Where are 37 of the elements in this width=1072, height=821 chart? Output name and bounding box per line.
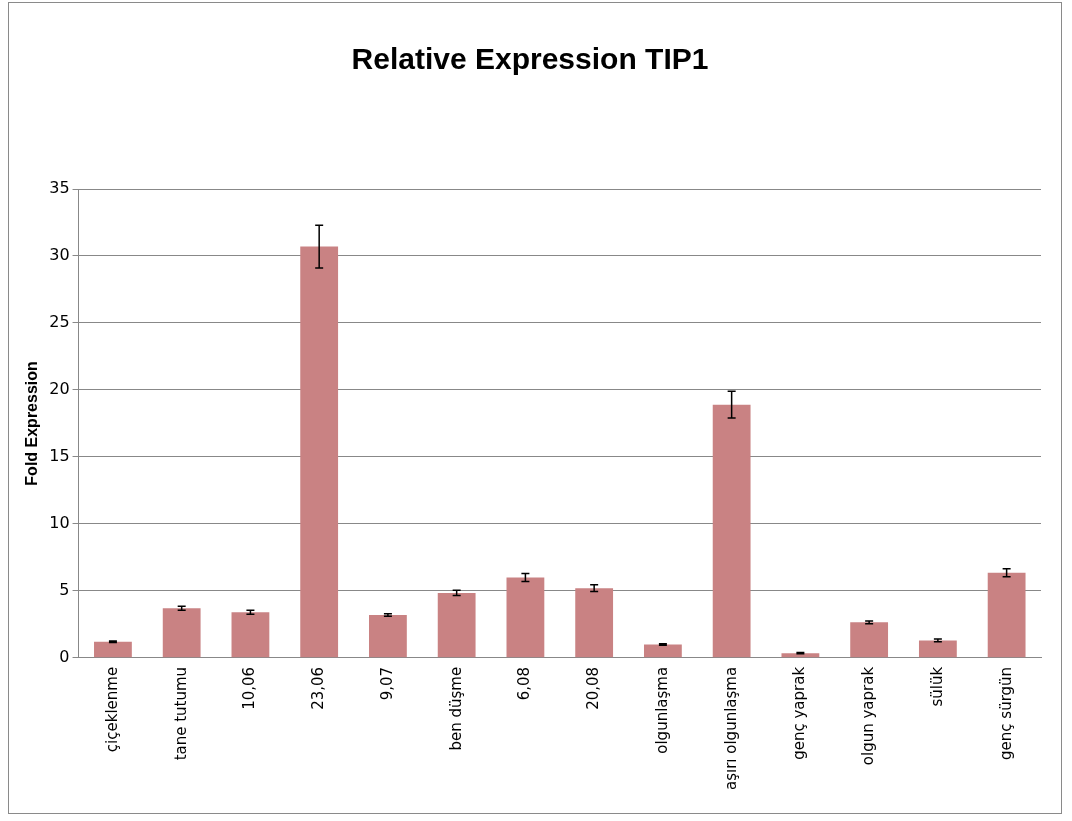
x-tick-label: 9,07 (377, 666, 396, 701)
bar (300, 246, 339, 658)
x-tick-label: genç yaprak (790, 666, 809, 760)
bar (231, 612, 270, 658)
bar (575, 588, 614, 658)
bar (162, 608, 201, 658)
y-axis-title: Fold Expression (23, 361, 41, 486)
y-tick-label: 20 (49, 379, 70, 399)
y-tick-label: 0 (59, 647, 70, 667)
x-tick-label: genç sürgün (996, 666, 1015, 760)
x-tick-label: ben düşme (446, 666, 465, 751)
x-tick-label: çiçeklenme (102, 666, 121, 753)
y-tick-label: 30 (49, 245, 70, 265)
x-tick-label: 10,06 (240, 666, 259, 710)
chart-title: Relative Expression TIP1 (351, 42, 709, 76)
x-tick-label: aşırı olgunlaşma (721, 666, 740, 791)
bar (918, 640, 957, 658)
bar (94, 641, 132, 658)
x-tick-label: olgun yaprak (859, 666, 878, 766)
bar (712, 404, 751, 658)
bar (643, 644, 682, 658)
y-tick-label: 10 (49, 513, 70, 533)
y-tick-label: 35 (49, 178, 70, 198)
x-tick-label: 6,08 (515, 666, 534, 701)
y-tick-label: 25 (49, 312, 70, 332)
bar (506, 577, 545, 658)
x-tick-label: 20,08 (584, 666, 603, 710)
x-tick-label: tane tutumu (171, 666, 190, 761)
bar (987, 572, 1026, 658)
x-tick-label: 23,06 (309, 666, 328, 710)
y-tick-label: 5 (59, 580, 70, 600)
bar (850, 622, 889, 658)
x-tick-label: sülük (927, 666, 946, 707)
y-tick-label: 15 (49, 446, 70, 466)
x-tick-label: olgunlaşma (652, 666, 671, 754)
bar (437, 592, 476, 658)
bar (369, 615, 407, 658)
